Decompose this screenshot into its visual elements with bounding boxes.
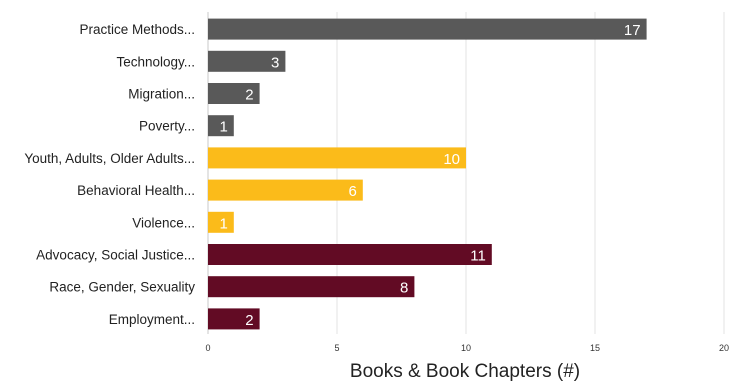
bar-value-label: 1 bbox=[219, 215, 227, 232]
bar bbox=[208, 147, 466, 169]
label-layer: 0 5 10 15 20 Practice Methods... 17 Technology.… bbox=[24, 22, 729, 353]
bar bbox=[208, 179, 363, 201]
bar bbox=[208, 244, 492, 265]
category-label: Poverty... bbox=[139, 119, 195, 134]
bar-value-label: 6 bbox=[348, 183, 356, 200]
bar bbox=[208, 18, 647, 40]
category-label: Employment... bbox=[109, 312, 195, 327]
bar-layer bbox=[208, 18, 647, 330]
bar bbox=[208, 115, 234, 137]
x-axis-title: Books & Book Chapters (#) bbox=[350, 361, 580, 382]
bar-value-label: 1 bbox=[219, 119, 227, 136]
category-label: Practice Methods... bbox=[79, 22, 195, 37]
bar-value-label: 2 bbox=[245, 312, 253, 329]
x-tick-label: 0 bbox=[205, 343, 210, 353]
x-tick-label: 5 bbox=[334, 343, 339, 353]
category-label: Migration... bbox=[128, 87, 195, 102]
category-label: Youth, Adults, Older Adults... bbox=[24, 151, 195, 166]
x-tick-label: 20 bbox=[719, 343, 729, 353]
bar-value-label: 8 bbox=[400, 280, 408, 297]
bar-value-label: 17 bbox=[624, 22, 641, 39]
bar bbox=[208, 50, 286, 72]
x-tick-label: 15 bbox=[590, 343, 600, 353]
x-tick-label: 10 bbox=[461, 343, 471, 353]
bar bbox=[208, 211, 234, 233]
category-label: Advocacy, Social Justice... bbox=[36, 248, 195, 263]
bar bbox=[208, 83, 260, 104]
category-label: Race, Gender, Sexuality bbox=[49, 280, 195, 295]
bar bbox=[208, 308, 260, 330]
bar-value-label: 11 bbox=[470, 248, 486, 265]
category-label: Behavioral Health... bbox=[77, 183, 195, 198]
bar bbox=[208, 276, 415, 298]
category-label: Technology... bbox=[116, 54, 195, 69]
category-label: Violence... bbox=[132, 215, 195, 230]
bar-value-label: 10 bbox=[443, 151, 460, 168]
bar-value-label: 2 bbox=[245, 87, 253, 104]
bar-value-label: 3 bbox=[271, 54, 279, 71]
